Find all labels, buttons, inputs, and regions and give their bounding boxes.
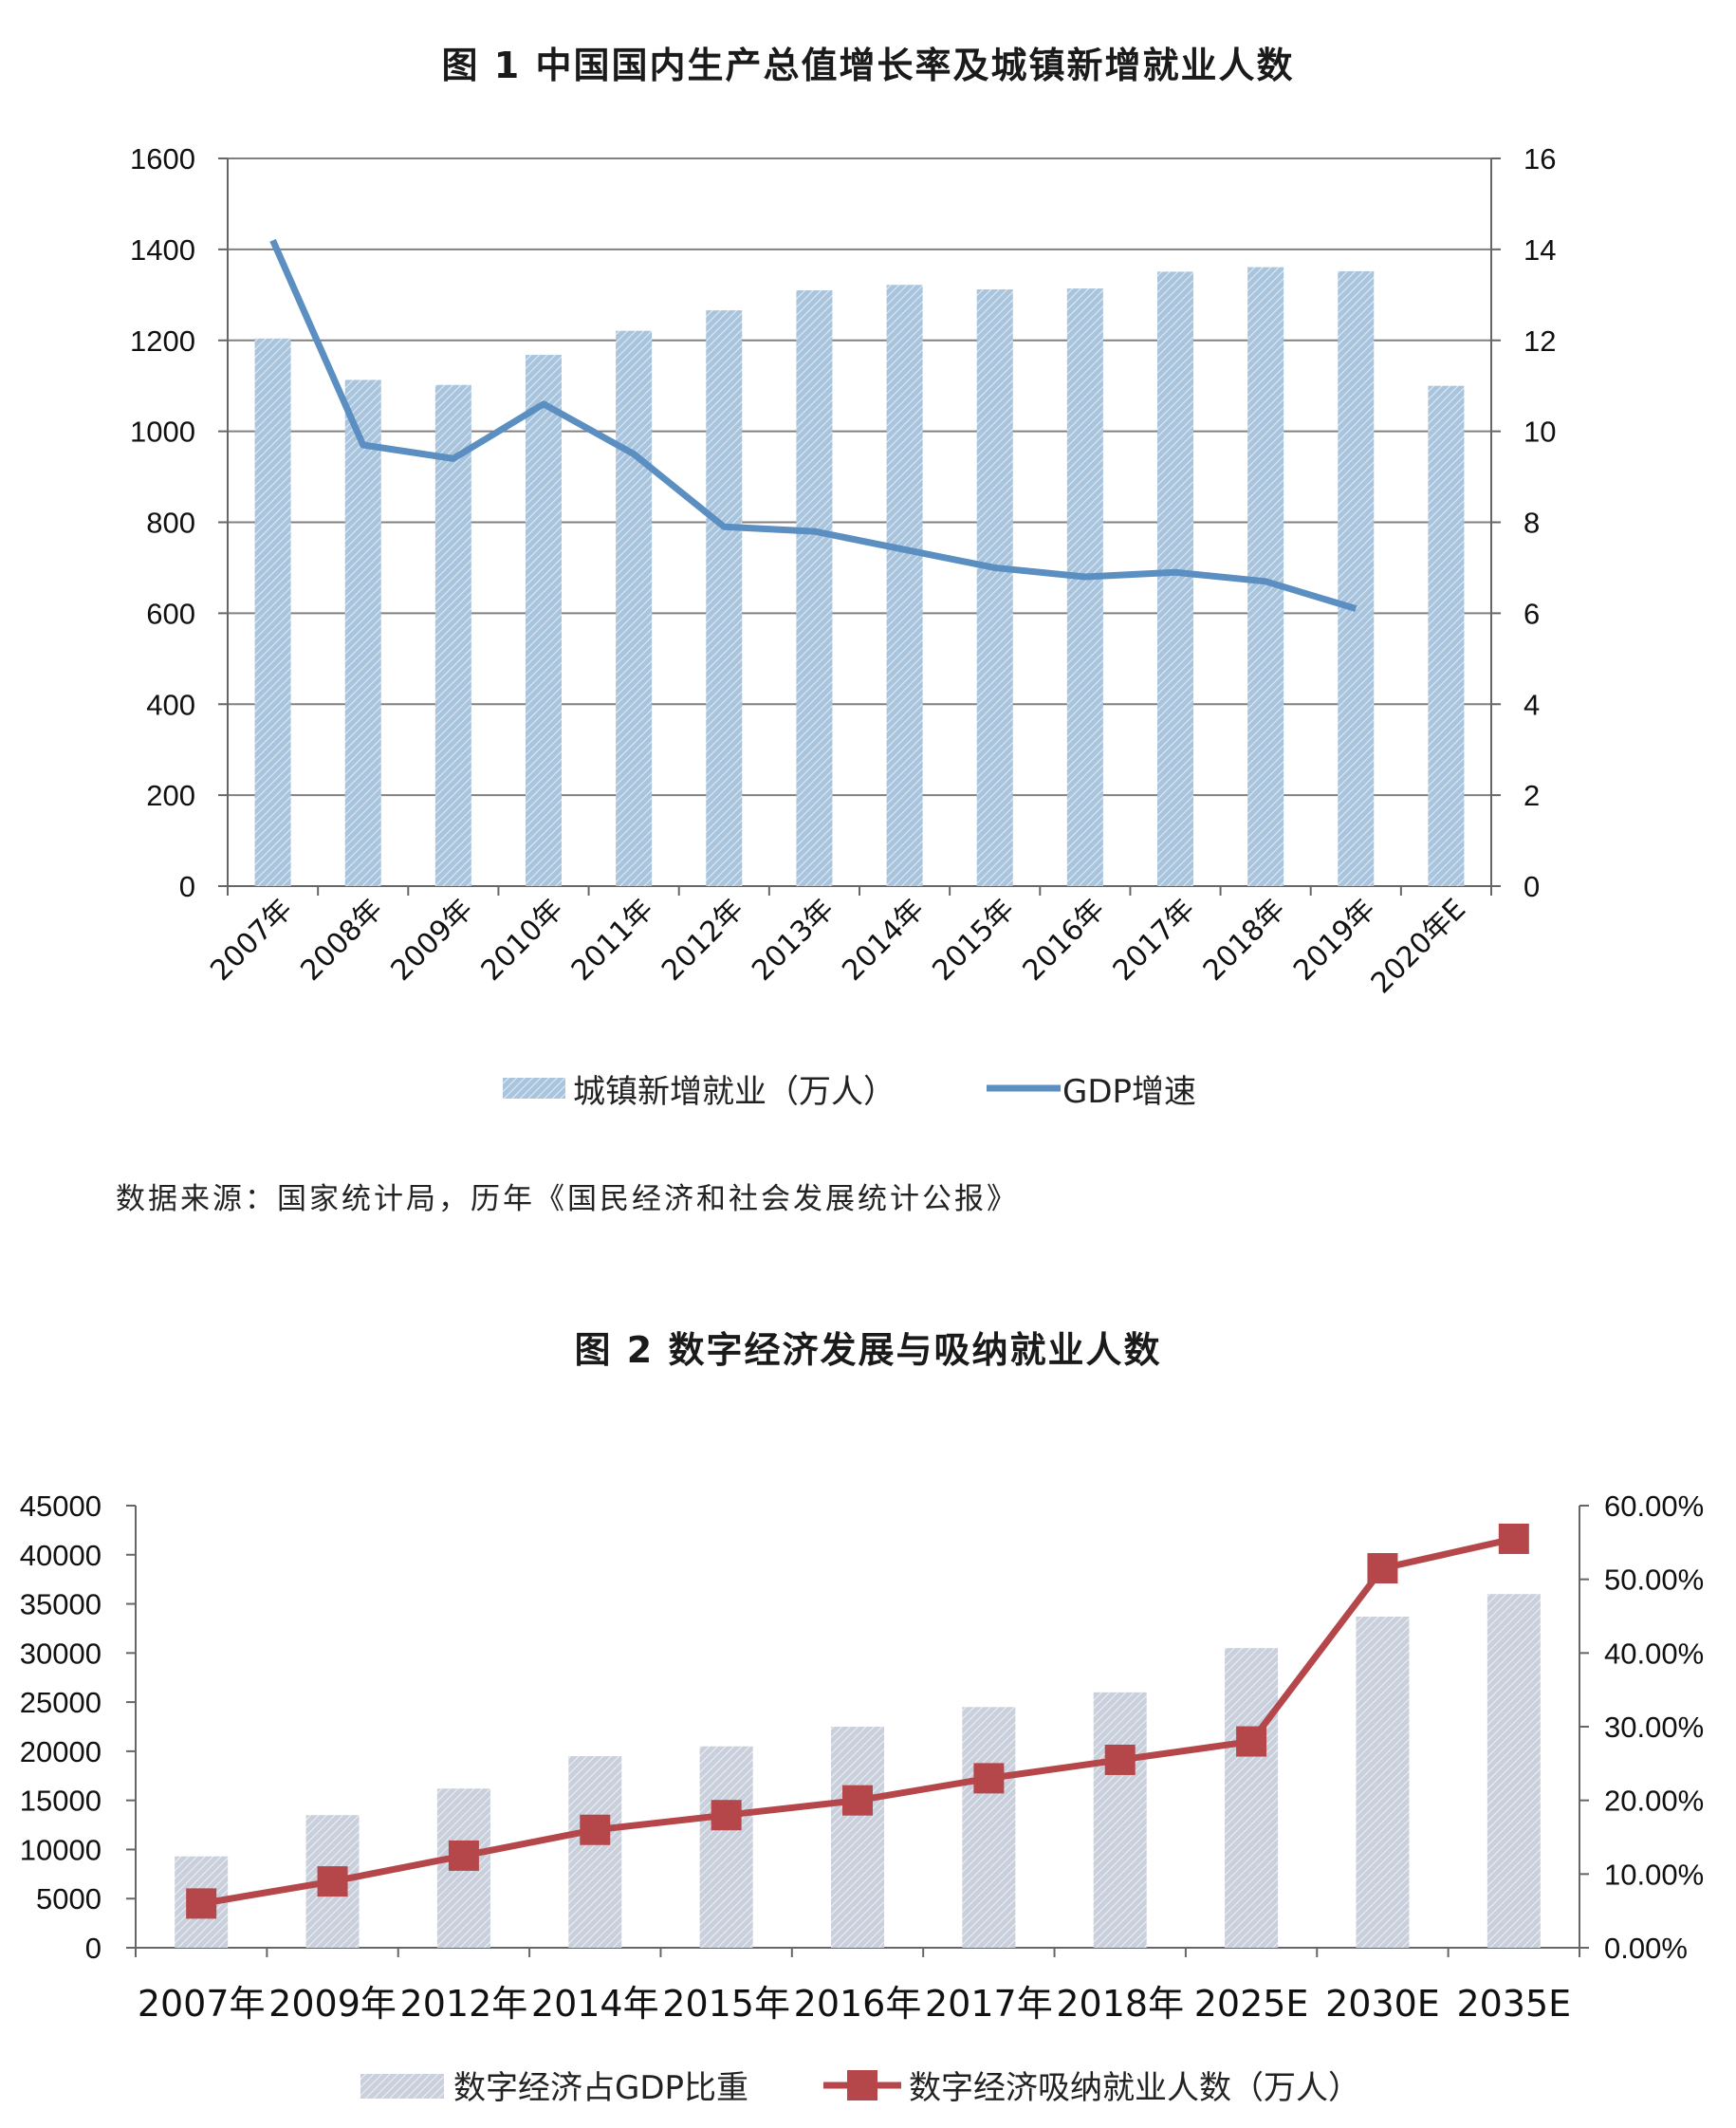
bar-2025E xyxy=(1225,1648,1279,1948)
right-tick-label: 50.00% xyxy=(1604,1564,1704,1597)
bar-2012年 xyxy=(706,310,743,887)
right-tick-label: 0 xyxy=(1524,870,1540,903)
left-tick-label: 1200 xyxy=(130,324,195,358)
marker-2009年 xyxy=(317,1866,348,1897)
legend-swatch-employment xyxy=(503,1078,565,1099)
right-tick-label: 20.00% xyxy=(1604,1785,1704,1818)
left-tick-label: 35000 xyxy=(20,1588,102,1621)
figure1-chart: 0 200 400 600 800 1000 1200 1400 1600 0 2 4 6 8 10 12 14… xyxy=(130,142,1556,1111)
bar-2035E xyxy=(1487,1594,1541,1948)
left-tick-label: 20000 xyxy=(20,1735,102,1768)
right-tick-label: 0.00% xyxy=(1604,1932,1688,1965)
marker-2035E xyxy=(1498,1523,1529,1554)
x-tick-label: 2025E xyxy=(1194,1983,1309,2025)
figure1-source-note: 数据来源：国家统计局，历年《国民经济和社会发展统计公报》 xyxy=(116,1182,1019,1216)
bar-2018年 xyxy=(1093,1692,1147,1948)
left-tick-label: 40000 xyxy=(20,1539,102,1572)
left-tick-label: 25000 xyxy=(20,1686,102,1719)
left-tick-label: 0 xyxy=(85,1932,102,1965)
right-tick-label: 10.00% xyxy=(1604,1858,1704,1891)
x-tick-label: 2007年 xyxy=(138,1983,266,2025)
x-tick-label: 2035E xyxy=(1456,1983,1571,2025)
right-tick-label: 10 xyxy=(1524,416,1556,449)
marker-2025E xyxy=(1236,1726,1267,1757)
x-tick-label: 2018年 xyxy=(1056,1983,1184,2025)
left-tick-label: 600 xyxy=(146,597,195,630)
legend-swatch-digital-share xyxy=(360,2074,444,2099)
left-tick-label: 15000 xyxy=(20,1785,102,1818)
x-tick-label: 2015年 xyxy=(662,1983,790,2025)
marker-2012年 xyxy=(448,1840,479,1871)
left-tick-label: 5000 xyxy=(36,1882,102,1915)
bar-2013年 xyxy=(796,290,833,886)
bar-2011年 xyxy=(616,330,653,887)
left-tick-label: 30000 xyxy=(20,1637,102,1670)
right-tick-label: 12 xyxy=(1524,324,1556,358)
right-tick-label: 2 xyxy=(1524,779,1540,812)
right-tick-label: 4 xyxy=(1524,688,1540,721)
bar-2008年 xyxy=(344,379,381,886)
x-tick-label: 2009年 xyxy=(268,1983,397,2025)
legend-marker-digital-employment xyxy=(847,2070,877,2100)
bar-2017年 xyxy=(1157,271,1193,886)
legend-label-digital-share: 数字经济占GDP比重 xyxy=(453,2069,748,2107)
x-tick-label: 2014年 xyxy=(531,1983,659,2025)
bar-2015年 xyxy=(699,1746,753,1948)
bar-2020年E xyxy=(1428,385,1465,886)
legend-label-employment: 城镇新增就业（万人） xyxy=(573,1073,896,1111)
bar-2030E xyxy=(1356,1617,1410,1948)
figure2-title: 图 2 数字经济发展与吸纳就业人数 xyxy=(574,1329,1162,1371)
bar-2007年 xyxy=(254,338,291,886)
left-tick-label: 1400 xyxy=(130,233,195,267)
x-tick-label: 2016年 xyxy=(794,1983,922,2025)
bar-2019年 xyxy=(1338,270,1375,886)
bar-2015年 xyxy=(976,289,1013,886)
left-tick-label: 1000 xyxy=(130,416,195,449)
x-tick-label: 2030E xyxy=(1325,1983,1440,2025)
left-tick-label: 0 xyxy=(179,870,195,903)
x-tick-label: 2012年 xyxy=(400,1983,528,2025)
right-tick-label: 14 xyxy=(1524,233,1556,267)
x-tick-label: 2017年 xyxy=(925,1983,1053,2025)
left-tick-label: 200 xyxy=(146,779,195,812)
left-tick-label: 10000 xyxy=(20,1833,102,1866)
left-tick-label: 800 xyxy=(146,507,195,540)
left-tick-label: 400 xyxy=(146,688,195,721)
legend-label-digital-employment: 数字经济吸纳就业人数（万人） xyxy=(909,2069,1360,2107)
right-tick-label: 40.00% xyxy=(1604,1637,1704,1670)
bar-2017年 xyxy=(962,1707,1016,1948)
marker-2015年 xyxy=(711,1800,742,1831)
marker-2018年 xyxy=(1104,1744,1136,1775)
marker-2017年 xyxy=(973,1763,1005,1794)
marker-2007年 xyxy=(186,1888,217,1919)
bar-2018年 xyxy=(1247,267,1284,886)
bar-2014年 xyxy=(886,285,923,886)
bar-2009年 xyxy=(434,384,471,886)
bar-2010年 xyxy=(526,355,562,887)
left-tick-label: 1600 xyxy=(130,142,195,176)
bar-2016年 xyxy=(831,1727,884,1948)
right-tick-label: 30.00% xyxy=(1604,1711,1704,1744)
marker-2016年 xyxy=(842,1785,873,1816)
right-tick-label: 8 xyxy=(1524,507,1540,540)
marker-2014年 xyxy=(580,1814,611,1845)
gdp-growth-line xyxy=(269,238,1357,612)
bar-2014年 xyxy=(568,1756,622,1948)
right-tick-label: 6 xyxy=(1524,597,1540,630)
figure1-title: 图 1 中国国内生产总值增长率及城镇新增就业人数 xyxy=(441,45,1295,86)
left-tick-label: 45000 xyxy=(20,1490,102,1523)
marker-2030E xyxy=(1367,1553,1398,1584)
legend-label-gdp: GDP增速 xyxy=(1062,1073,1196,1111)
bar-2016年 xyxy=(1066,288,1103,886)
right-tick-label: 16 xyxy=(1524,142,1556,176)
right-tick-label: 60.00% xyxy=(1604,1490,1704,1523)
